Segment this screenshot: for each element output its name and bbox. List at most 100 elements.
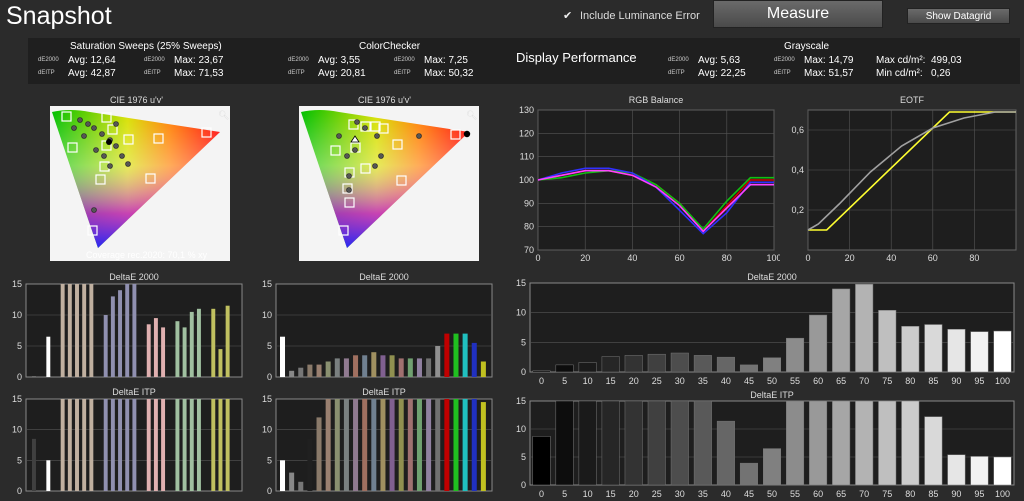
deitp-label: dEITP — [38, 70, 55, 76]
show-datagrid-button[interactable]: Show Datagrid — [907, 8, 1010, 24]
y-tick-label: 15 — [12, 279, 22, 289]
bar — [103, 399, 108, 491]
bar — [132, 399, 137, 491]
bar — [947, 329, 966, 373]
deitp-label: dEITP — [774, 70, 791, 76]
bar — [362, 355, 368, 377]
x-tick-label: 85 — [928, 489, 938, 499]
bar — [380, 399, 386, 491]
bar — [389, 355, 395, 377]
cie-panel-2-title: CIE 1976 u'v' — [358, 95, 411, 105]
y-tick-label: 15 — [262, 279, 272, 289]
bar — [471, 399, 477, 491]
bar — [426, 399, 432, 491]
x-tick-label: 80 — [969, 253, 979, 263]
colorchecker-deitp-chart: DeltaE ITP 0 5 10 15 — [262, 387, 493, 496]
bar — [307, 364, 313, 377]
measure-button[interactable]: Measure — [713, 0, 883, 28]
bar — [175, 321, 180, 377]
bar — [182, 399, 187, 491]
y-tick-label: 120 — [519, 128, 534, 138]
y-tick-label: 15 — [12, 394, 22, 404]
bar — [739, 364, 758, 373]
x-tick-label: 35 — [698, 489, 708, 499]
series-line — [808, 111, 1016, 231]
colorchecker-de2000-chart: DeltaE 2000 0 5 10 15 — [262, 272, 493, 382]
bar — [89, 284, 94, 377]
bar — [670, 400, 689, 486]
deitp-label: dEITP — [288, 70, 305, 76]
bar — [601, 356, 620, 373]
y-tick-label: 0,6 — [791, 125, 804, 135]
x-tick-label: 20 — [845, 253, 855, 263]
bar — [189, 311, 194, 377]
min-cd-label: Min cd/m²: — [876, 68, 923, 79]
bar — [118, 290, 123, 377]
x-tick-label: 80 — [905, 489, 915, 499]
bar — [189, 399, 194, 491]
bar — [196, 399, 201, 491]
bar — [693, 355, 712, 373]
bar — [901, 400, 920, 486]
bar — [343, 358, 349, 377]
min-cd-value: 0,26 — [931, 68, 951, 79]
bar — [334, 358, 340, 377]
bar — [153, 318, 158, 377]
colorchecker-deitp-max: Max: 50,32 — [424, 68, 474, 79]
y-tick-label: 5 — [521, 337, 526, 347]
bar — [426, 358, 432, 377]
rgb-balance-chart: RGB Balance 70 80 90 100 110 120 130 0 20 40 60 80 10… — [519, 95, 780, 263]
bar — [280, 460, 286, 491]
x-tick-label: 0 — [535, 253, 540, 263]
grayscale-title: Grayscale — [784, 41, 830, 52]
deitp-label: dEITP — [394, 70, 411, 76]
bar — [67, 399, 72, 491]
y-tick-label: 15 — [262, 394, 272, 404]
x-tick-label: 50 — [767, 376, 777, 386]
colorchecker-title: ColorChecker — [359, 41, 421, 52]
bar — [578, 362, 597, 373]
x-tick-label: 20 — [629, 376, 639, 386]
colorchecker-deitp-avg: Avg: 20,81 — [318, 68, 366, 79]
bar — [471, 342, 477, 377]
grayscale-deitp-max: Max: 51,57 — [804, 68, 854, 79]
bar — [82, 399, 87, 491]
x-tick-label: 45 — [744, 376, 754, 386]
bar — [60, 399, 65, 491]
bar — [110, 296, 115, 377]
bar — [371, 352, 377, 377]
bar — [225, 305, 230, 377]
y-tick-label: 10 — [516, 308, 526, 318]
x-tick-label: 25 — [652, 376, 662, 386]
x-tick-label: 15 — [606, 376, 616, 386]
bar — [175, 399, 180, 491]
bar — [453, 333, 459, 377]
bar — [901, 326, 920, 373]
bar — [532, 370, 551, 373]
chart-title: DeltaE 2000 — [747, 272, 797, 282]
bar — [389, 399, 395, 491]
grayscale-deitp-chart: DeltaE ITP 0 5 10 15 0 5 10 15 20 25 30 35 40 45 50 55 60… — [516, 390, 1015, 499]
bar — [993, 330, 1012, 373]
chart-title: RGB Balance — [629, 95, 684, 105]
bar — [380, 355, 386, 377]
magnifier-icon[interactable]: 🔍︎ — [466, 110, 478, 120]
bar — [716, 356, 735, 373]
bar — [647, 400, 666, 486]
de2000-label: dE2000 — [288, 57, 309, 63]
saturation-de2000-max: Max: 23,67 — [174, 55, 224, 66]
grayscale-deitp-avg: Avg: 22,25 — [698, 68, 746, 79]
bar — [670, 352, 689, 373]
bar — [89, 399, 94, 491]
bar — [555, 364, 574, 373]
bar — [435, 346, 441, 377]
saturation-de2000-avg: Avg: 12,64 — [68, 55, 116, 66]
x-tick-label: 95 — [974, 376, 984, 386]
de2000-label: dE2000 — [144, 57, 165, 63]
checkmark-icon[interactable]: ✔ — [563, 9, 573, 22]
x-tick-label: 40 — [627, 253, 637, 263]
bar — [75, 399, 79, 491]
magnifier-icon[interactable]: 🔍︎ — [218, 110, 230, 120]
y-tick-label: 15 — [516, 396, 526, 406]
include-luminance-checkbox[interactable]: ✔ Include Luminance Error — [563, 10, 700, 22]
